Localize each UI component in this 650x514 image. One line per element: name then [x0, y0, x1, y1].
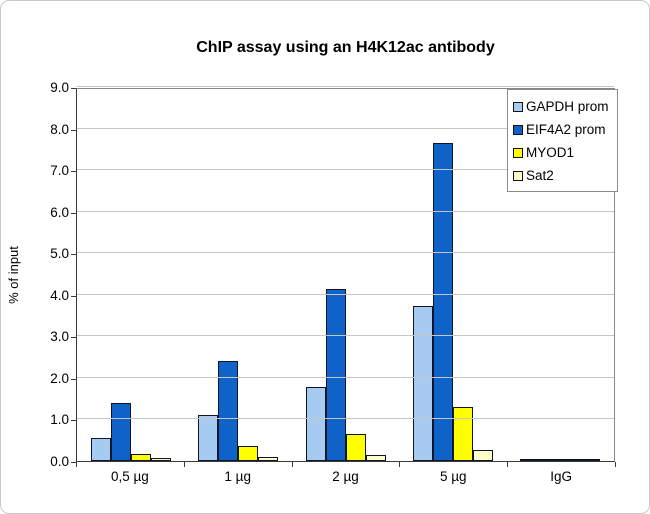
y-tick-label: 2.0: [50, 371, 69, 386]
gridline: [77, 211, 614, 212]
legend-swatch-icon: [513, 101, 523, 112]
x-axis-tick: [184, 462, 185, 467]
y-tick-label: 6.0: [50, 205, 69, 220]
y-tick-label: 0.0: [50, 454, 69, 469]
bar-group-4: [399, 89, 506, 461]
legend-item: EIF4A2 prom: [513, 118, 617, 141]
bar: [412, 306, 433, 461]
bar-group-1: [77, 89, 184, 461]
legend: GAPDH prom EIF4A2 prom MYOD1 Sat2: [507, 89, 618, 192]
y-axis-tick: [71, 213, 76, 214]
x-axis-tick: [615, 462, 616, 467]
x-axis-tick: [292, 462, 293, 467]
bar-group-3: [292, 89, 399, 461]
y-axis-tick: [71, 88, 76, 89]
bar: [345, 434, 366, 461]
legend-label: MYOD1: [526, 145, 575, 160]
bar-group-5: [507, 89, 614, 461]
x-axis-tick: [76, 462, 77, 467]
x-category-label-4: 5 µg: [440, 469, 467, 484]
x-category-label-5: IgG: [550, 469, 572, 484]
legend-swatch-icon: [513, 124, 523, 135]
gridline: [77, 335, 614, 336]
bar: [258, 457, 279, 461]
y-tick-label: 1.0: [50, 412, 69, 427]
y-tick-label: 5.0: [50, 246, 69, 261]
y-axis-tick: [71, 254, 76, 255]
y-tick-label: 7.0: [50, 163, 69, 178]
y-tick-label: 3.0: [50, 329, 69, 344]
y-axis-tick: [71, 337, 76, 338]
x-axis-labels: 0,5 µg 1 µg 2 µg 5 µg IgG: [76, 469, 615, 484]
bar: [130, 454, 151, 461]
bar: [580, 459, 601, 461]
chart-title: ChIP assay using an H4K12ac antibody: [196, 39, 495, 56]
bar: [432, 143, 453, 461]
bar: [90, 438, 111, 461]
bar: [472, 450, 493, 461]
legend-item: Sat2: [513, 164, 617, 187]
x-category-label-3: 2 µg: [332, 469, 359, 484]
y-tick-label: 8.0: [50, 122, 69, 137]
legend-label: GAPDH prom: [526, 99, 609, 114]
x-category-label-1: 0,5 µg: [110, 469, 149, 484]
y-axis-tick: [71, 420, 76, 421]
bar: [198, 415, 219, 461]
gridline: [77, 169, 614, 170]
y-axis-tick: [71, 296, 76, 297]
bar: [305, 387, 326, 461]
y-axis-tick: [71, 130, 76, 131]
bar: [238, 446, 259, 461]
legend-swatch-icon: [513, 170, 523, 181]
y-axis-tick: [71, 462, 76, 463]
bar: [520, 459, 541, 461]
gridline: [77, 86, 614, 87]
x-category-label-2: 1 µg: [224, 469, 251, 484]
gridline: [77, 418, 614, 419]
y-axis-tick: [71, 379, 76, 380]
bar: [150, 458, 171, 461]
bar: [540, 459, 561, 461]
y-tick-label: 4.0: [50, 288, 69, 303]
gridline: [77, 128, 614, 129]
legend-item: MYOD1: [513, 141, 617, 164]
bar: [365, 455, 386, 461]
bar: [452, 407, 473, 461]
legend-label: EIF4A2 prom: [526, 122, 606, 137]
y-axis-title: % of input: [6, 246, 21, 304]
bar-group-2: [184, 89, 291, 461]
bar: [560, 459, 581, 461]
legend-label: Sat2: [526, 168, 554, 183]
x-axis-tick: [399, 462, 400, 467]
bar: [325, 289, 346, 461]
gridline: [77, 377, 614, 378]
y-axis-tick: [71, 171, 76, 172]
legend-swatch-icon: [513, 147, 523, 158]
bar: [110, 403, 131, 461]
y-tick-label: 9.0: [50, 80, 69, 95]
gridline: [77, 294, 614, 295]
bar: [218, 361, 239, 461]
x-axis-tick: [507, 462, 508, 467]
legend-item: GAPDH prom: [513, 95, 617, 118]
gridline: [77, 252, 614, 253]
